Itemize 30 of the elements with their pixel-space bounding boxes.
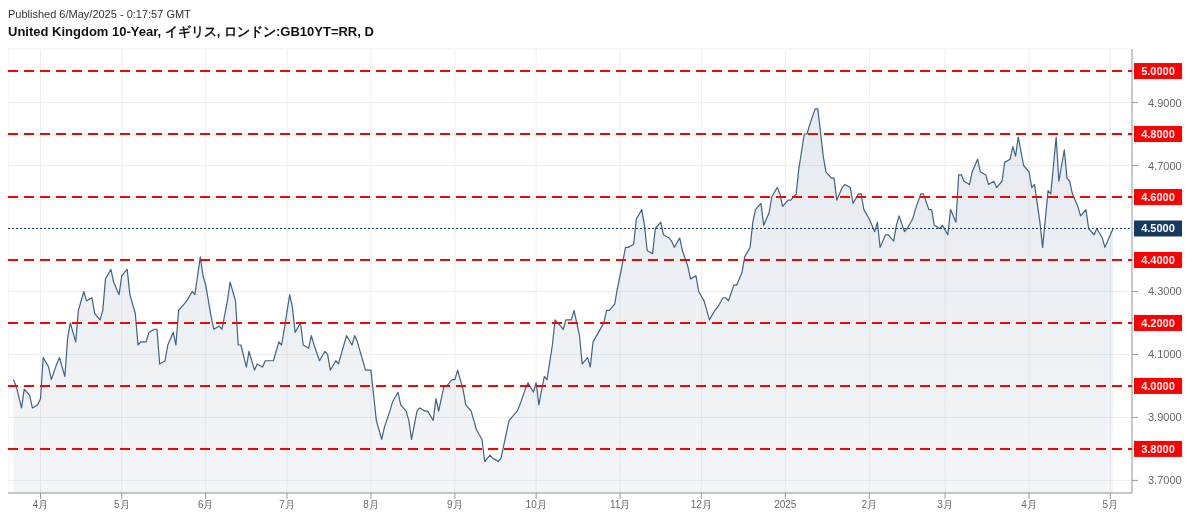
ref-line-label: 5.0000	[1141, 65, 1175, 78]
ref-line-label: 4.0000	[1141, 379, 1175, 392]
x-tick-label: 7月	[279, 499, 295, 511]
x-tick-label: 5月	[1102, 499, 1119, 511]
y-tick-label: 4.3000	[1148, 285, 1182, 298]
x-tick-label: 6月	[197, 499, 214, 511]
x-tick-label: 2月	[861, 499, 878, 511]
x-tick-label: 9月	[447, 499, 463, 511]
x-tick-label: 3月	[937, 499, 953, 511]
chart-title: United Kingdom 10-Year, イギリス, ロンドン:GB10YT=RR, D	[8, 23, 375, 41]
ref-line-label: 4.4000	[1141, 253, 1175, 266]
chart-subtitle: Published 6/May/2025 - 0:17:57 GMT	[8, 8, 192, 22]
y-tick-label: 4.7000	[1148, 159, 1182, 172]
y-tick-label: 3.9000	[1148, 411, 1182, 424]
y-tick-label: 4.9000	[1148, 96, 1182, 109]
x-tick-label: 8月	[363, 499, 379, 511]
ref-line-label: 4.6000	[1141, 191, 1175, 203]
x-tick-label: 4月	[32, 499, 49, 511]
x-tick-label: 4月	[1021, 499, 1037, 511]
y-tick-label: 4.1000	[1148, 348, 1182, 361]
ref-line-label: 4.2000	[1141, 316, 1175, 329]
y-tick-label: 3.7000	[1148, 474, 1182, 487]
x-tick-label: 10月	[525, 499, 547, 511]
ref-line-label: 4.8000	[1141, 128, 1175, 141]
x-tick-label: 12月	[690, 499, 712, 511]
ref-line-label: 4.5000	[1141, 222, 1175, 235]
x-tick-label: 11月	[609, 499, 631, 511]
ref-line-label: 3.8000	[1141, 442, 1175, 455]
x-tick-label: 5月	[113, 499, 130, 511]
x-tick-label: 2025	[774, 499, 797, 511]
